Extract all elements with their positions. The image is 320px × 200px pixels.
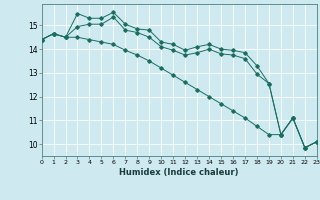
X-axis label: Humidex (Indice chaleur): Humidex (Indice chaleur): [119, 168, 239, 177]
